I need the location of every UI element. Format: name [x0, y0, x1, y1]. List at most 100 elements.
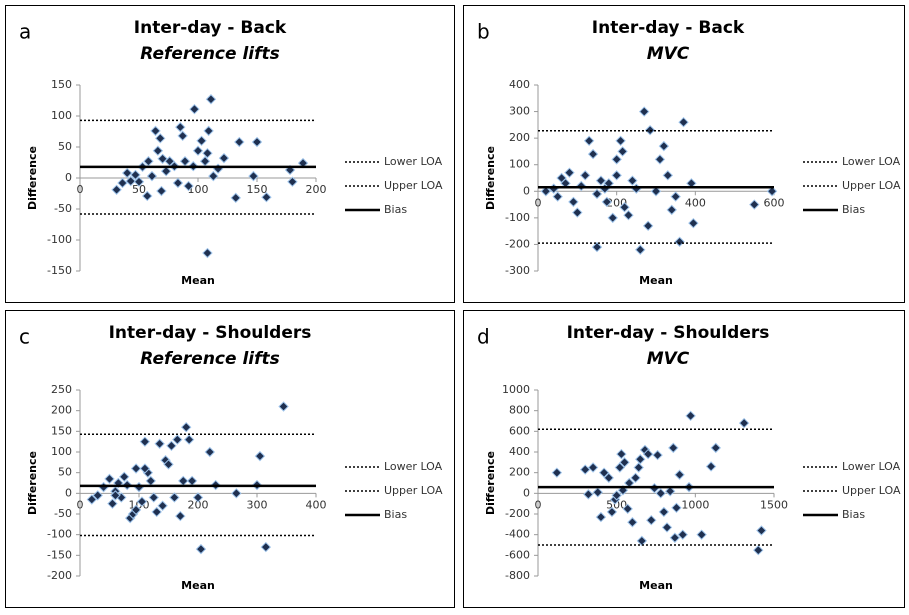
data-point	[179, 156, 191, 167]
data-point	[183, 434, 195, 445]
data-point	[579, 170, 591, 181]
data-point	[617, 485, 629, 496]
y-tick-label: 100	[51, 445, 72, 458]
data-point	[674, 236, 685, 247]
x-tick-label: 600	[764, 196, 785, 209]
data-point	[696, 529, 707, 540]
data-point	[671, 502, 682, 514]
data-point	[705, 461, 717, 472]
data-point	[650, 186, 662, 197]
data-point	[172, 434, 183, 445]
chart-panel: c Inter-day - Shoulders Reference lifts Mea…	[5, 310, 455, 608]
data-point	[615, 135, 626, 147]
data-point	[633, 462, 644, 473]
data-point	[150, 125, 161, 137]
data-point	[117, 177, 128, 189]
y-tick-label: 150	[51, 424, 72, 437]
data-point	[611, 170, 622, 181]
data-point	[756, 525, 767, 536]
data-point	[177, 130, 188, 142]
legend-label: Lower LOA	[842, 460, 901, 473]
data-point	[186, 475, 198, 487]
y-tick-label: -200	[505, 237, 530, 250]
data-point	[196, 135, 207, 147]
x-tick-label: 0	[77, 498, 84, 511]
data-point	[753, 544, 764, 556]
x-axis-label: Mean	[181, 274, 215, 287]
data-point	[203, 125, 214, 137]
data-point	[766, 186, 778, 197]
data-point	[152, 145, 164, 156]
data-point	[738, 417, 750, 429]
y-axis-label: Difference	[484, 146, 497, 210]
chart-title: Inter-day - Back	[592, 18, 745, 38]
data-point	[587, 462, 599, 473]
data-point	[121, 167, 133, 179]
data-point	[192, 145, 204, 156]
y-tick-label: -200	[47, 569, 72, 582]
data-point	[619, 202, 630, 213]
data-point	[710, 442, 721, 454]
panel-border	[5, 5, 455, 303]
data-point	[677, 529, 688, 540]
data-point	[260, 541, 272, 553]
data-point	[278, 401, 289, 412]
data-point	[169, 492, 180, 503]
data-point	[635, 454, 646, 465]
y-tick-label: 250	[51, 383, 72, 396]
panel-label: a	[19, 20, 31, 44]
x-tick-label: 150	[247, 183, 268, 196]
data-point	[635, 244, 646, 255]
chart-title: Inter-day - Shoulders	[567, 323, 770, 343]
y-tick-label: -150	[47, 548, 72, 561]
chart-panel: d Inter-day - ShouldersMVCMeanDifference-…	[463, 310, 905, 608]
data-point	[107, 498, 118, 509]
data-point	[172, 177, 184, 189]
x-tick-label: 0	[77, 183, 84, 196]
y-tick-label: -50	[54, 507, 72, 520]
data-point	[568, 196, 579, 208]
data-point	[155, 133, 166, 144]
chart-subtitle: Reference lifts	[140, 349, 280, 369]
data-point	[627, 517, 638, 528]
data-point	[142, 190, 153, 202]
data-point	[139, 463, 151, 474]
panel-label: d	[477, 325, 490, 349]
data-point	[110, 490, 121, 501]
data-point	[617, 146, 628, 157]
data-point	[579, 464, 591, 475]
data-point	[199, 156, 211, 167]
data-point	[130, 169, 141, 181]
x-tick-label: 400	[306, 498, 327, 511]
data-point	[623, 209, 634, 221]
y-tick-label: -100	[47, 233, 72, 246]
data-point	[601, 196, 613, 208]
data-point	[254, 450, 266, 462]
data-point	[111, 184, 122, 195]
data-point	[636, 535, 648, 547]
data-point	[136, 496, 148, 507]
data-point	[642, 448, 654, 460]
data-point	[658, 140, 670, 152]
y-tick-label: 0	[65, 486, 72, 499]
y-tick-label: 600	[509, 424, 530, 437]
x-tick-label: 200	[306, 183, 327, 196]
x-tick-label: 300	[247, 498, 268, 511]
chart-panel: a Inter-day - Back Reference lifts Mean Diff…	[5, 5, 455, 303]
chart-subtitle: MVC	[647, 44, 690, 64]
data-point	[180, 421, 192, 433]
y-tick-label: 0	[523, 184, 530, 197]
data-point	[160, 165, 172, 177]
x-tick-label: 1500	[760, 498, 788, 511]
y-tick-label: -200	[505, 507, 530, 520]
data-point	[668, 442, 679, 454]
data-point	[576, 180, 587, 192]
y-tick-label: 300	[509, 105, 530, 118]
data-point	[630, 472, 641, 484]
x-axis-label: Mean	[181, 579, 215, 592]
data-point	[175, 121, 186, 133]
data-point	[652, 449, 663, 461]
x-tick-label: 0	[535, 498, 542, 511]
x-tick-label: 200	[188, 498, 209, 511]
y-tick-label: 0	[65, 171, 72, 184]
